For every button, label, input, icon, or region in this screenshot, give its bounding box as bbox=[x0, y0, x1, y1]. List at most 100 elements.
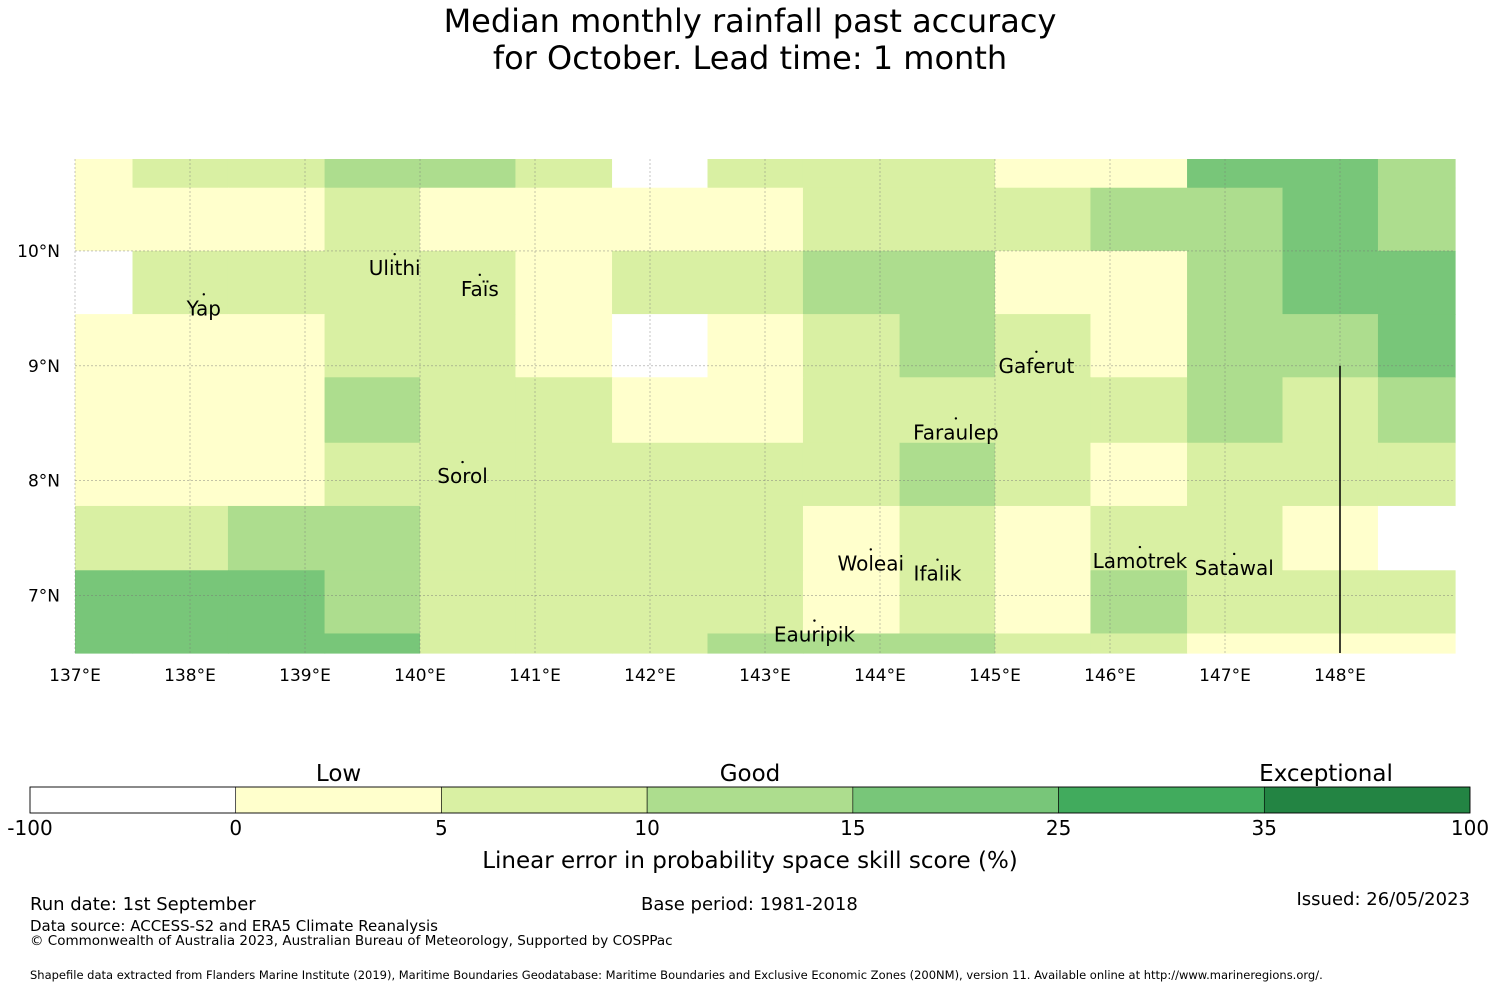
map-cell bbox=[420, 159, 517, 189]
map-cell bbox=[324, 187, 421, 252]
legend-tick-label: 5 bbox=[435, 816, 448, 840]
map-cell bbox=[515, 442, 613, 507]
map-cell bbox=[707, 570, 804, 635]
x-tick-label: 143°E bbox=[739, 666, 791, 686]
x-tick-label: 137°E bbox=[49, 666, 101, 686]
map-cell bbox=[75, 314, 134, 378]
map-cell bbox=[75, 377, 134, 444]
map-cell bbox=[227, 505, 326, 571]
legend-category-label: Low bbox=[316, 761, 361, 787]
island-marker bbox=[461, 460, 464, 464]
map-cell bbox=[75, 250, 134, 315]
map-cell bbox=[132, 159, 229, 189]
map-cell bbox=[707, 314, 804, 378]
data-source: Data source: ACCESS-S2 and ERA5 Climate … bbox=[30, 917, 438, 935]
map-cell bbox=[802, 377, 901, 444]
map-cell bbox=[802, 187, 901, 252]
map-cell bbox=[995, 314, 1092, 378]
map-cell bbox=[995, 442, 1092, 507]
legend-swatch bbox=[1058, 786, 1265, 814]
map-cell bbox=[515, 570, 613, 635]
map-cell bbox=[899, 250, 996, 315]
map-cell bbox=[995, 377, 1092, 444]
map-cell bbox=[1377, 159, 1456, 189]
island-marker bbox=[813, 619, 816, 622]
map-cell bbox=[1377, 377, 1456, 444]
island-marker bbox=[202, 293, 205, 296]
map-cell bbox=[707, 442, 804, 507]
map-cell bbox=[324, 314, 421, 378]
map-cell bbox=[707, 505, 804, 571]
map-cell bbox=[324, 505, 421, 571]
map-cell bbox=[899, 505, 996, 571]
map-cell bbox=[1090, 505, 1188, 571]
legend-tick-label: 35 bbox=[1252, 816, 1277, 840]
island-label: Ifalik bbox=[914, 562, 962, 586]
map-cell bbox=[75, 633, 134, 654]
x-tick-label: 148°E bbox=[1314, 666, 1366, 686]
legend-swatch bbox=[29, 786, 237, 814]
map-cell bbox=[75, 505, 134, 571]
map-cell bbox=[515, 633, 613, 654]
map-cell bbox=[612, 570, 709, 635]
map-cell bbox=[899, 377, 996, 444]
map-cell bbox=[420, 187, 517, 252]
map-cell bbox=[515, 505, 613, 571]
map-cell bbox=[324, 633, 421, 654]
map-cell bbox=[1282, 570, 1379, 635]
map-cell bbox=[802, 442, 901, 507]
legend-tick-label: 15 bbox=[840, 816, 865, 840]
map-cell bbox=[515, 250, 613, 315]
chart-title-line-2: for October. Lead time: 1 month bbox=[492, 39, 1008, 77]
island-marker bbox=[1233, 552, 1236, 556]
map-cell bbox=[1377, 570, 1456, 635]
map-cell bbox=[324, 442, 421, 507]
map-cell bbox=[612, 250, 709, 315]
map-cell bbox=[1377, 633, 1456, 654]
map-cell bbox=[227, 314, 326, 378]
map-cell bbox=[1377, 250, 1456, 315]
map-cell bbox=[1282, 633, 1379, 654]
map-cell bbox=[420, 250, 517, 315]
map-cell bbox=[899, 314, 996, 378]
map-cell bbox=[132, 377, 229, 444]
map-cell bbox=[707, 633, 804, 654]
map-cell bbox=[707, 187, 804, 252]
legend-tick-label: 100 bbox=[1451, 816, 1489, 840]
map-cell bbox=[420, 314, 517, 378]
map-cell bbox=[1187, 505, 1284, 571]
map-cell bbox=[1282, 442, 1379, 507]
map-cell bbox=[515, 314, 613, 378]
map-cell bbox=[707, 250, 804, 315]
map-cell bbox=[612, 505, 709, 571]
map-cell bbox=[420, 633, 517, 654]
x-tick-label: 147°E bbox=[1199, 666, 1251, 686]
legend-category-label: Good bbox=[720, 761, 781, 787]
map-cell bbox=[75, 159, 134, 189]
map-cell bbox=[899, 187, 996, 252]
map-cell bbox=[324, 570, 421, 635]
x-tick-label: 140°E bbox=[394, 666, 446, 686]
map-cell bbox=[227, 377, 326, 444]
map-cell bbox=[515, 377, 613, 444]
map-cell bbox=[420, 505, 517, 571]
island-marker bbox=[393, 252, 396, 256]
island-label: Eauripik bbox=[774, 623, 856, 647]
map-cell bbox=[1090, 314, 1188, 378]
map-cell bbox=[1090, 187, 1188, 252]
map-cell bbox=[132, 633, 229, 654]
map-cell bbox=[1090, 570, 1188, 635]
map-cell bbox=[515, 159, 613, 189]
map-cell bbox=[995, 570, 1092, 635]
map-cell bbox=[1187, 377, 1284, 444]
legend-frame bbox=[29, 786, 1471, 814]
copyright-notice: © Commonwealth of Australia 2023, Austra… bbox=[30, 933, 673, 949]
map-cell bbox=[420, 377, 517, 444]
island-marker bbox=[936, 558, 939, 561]
y-tick-label: 10°N bbox=[17, 242, 60, 262]
map-cell bbox=[1282, 187, 1379, 252]
map-cell bbox=[995, 159, 1092, 189]
map-cell bbox=[132, 187, 229, 252]
legend-category-label: Exceptional bbox=[1259, 761, 1393, 787]
x-tick-label: 146°E bbox=[1084, 666, 1136, 686]
